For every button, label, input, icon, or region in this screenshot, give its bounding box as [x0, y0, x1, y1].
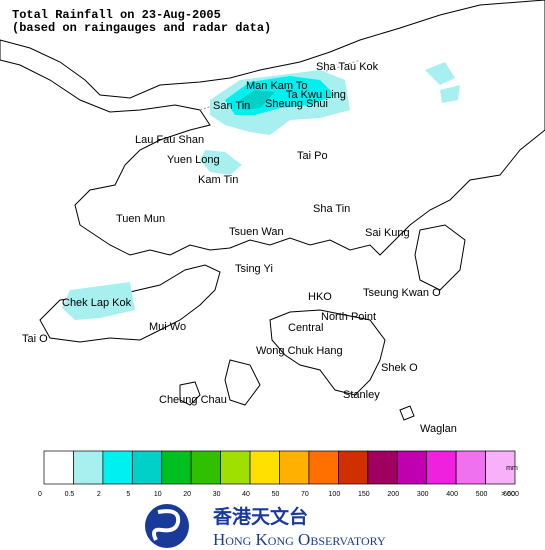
- place-label: Man Kam To: [246, 80, 308, 92]
- place-label: Sha Tin: [313, 203, 350, 215]
- rain-area: [240, 90, 275, 110]
- place-label: Waglan: [420, 423, 457, 435]
- place-label: Sha Tau Kok: [316, 61, 379, 73]
- rain-area: [200, 150, 242, 175]
- cheung-chau: [179, 381, 201, 406]
- legend-label: 150: [358, 491, 370, 498]
- legend-swatch: [43, 450, 74, 485]
- legend-label: 40: [242, 491, 250, 498]
- legend-swatch: [102, 450, 133, 485]
- legend-swatch: [426, 450, 457, 485]
- legend-swatch: [73, 450, 104, 485]
- legend-label: 600: [503, 491, 515, 498]
- legend-swatch: [338, 450, 369, 485]
- place-label: Stanley: [343, 389, 380, 401]
- legend-label: 0: [38, 491, 42, 498]
- legend-swatch: [131, 450, 163, 485]
- place-label: Ta Kwu Ling: [286, 89, 346, 101]
- map-subtitle: (based on raingauges and radar data): [12, 21, 271, 35]
- legend-label: 0.5: [65, 491, 75, 498]
- legend-label: 30: [213, 491, 221, 498]
- legend-label: 20: [183, 491, 191, 498]
- legend-swatch: [396, 450, 428, 485]
- place-label: Tsuen Wan: [229, 226, 284, 238]
- legend-label: 5: [126, 491, 130, 498]
- legend-label: 50: [272, 491, 280, 498]
- legend-swatch: [249, 450, 280, 485]
- rain-area: [425, 62, 460, 103]
- legend-label: 70: [301, 491, 309, 498]
- lamma-island: [224, 359, 261, 406]
- org-name-chinese: 香港天文台: [212, 505, 308, 528]
- legend-label: 10: [154, 491, 162, 498]
- legend-unit: mm: [506, 465, 518, 472]
- place-label: Sheung Shui: [265, 98, 328, 110]
- rain-area: [62, 282, 135, 320]
- legend-swatch: [279, 450, 310, 485]
- hk-island: [269, 309, 386, 396]
- place-label: San Tin: [213, 100, 250, 112]
- legend-label: 2: [97, 491, 101, 498]
- place-label: North Point: [321, 311, 376, 323]
- legend-swatch: [220, 450, 251, 485]
- place-label: Tuen Mun: [116, 213, 165, 225]
- sai-kung-islands: [414, 224, 466, 291]
- place-label: Tai O: [22, 333, 48, 345]
- place-label: Kam Tin: [198, 174, 238, 186]
- waglan: [399, 405, 415, 421]
- legend-swatch: [485, 450, 516, 485]
- place-label: Mui Wo: [149, 321, 186, 333]
- place-label: Lau Fau Shan: [135, 134, 204, 146]
- place-label: HKO: [308, 291, 332, 303]
- org-name-english: Hong Kong Observatory: [213, 530, 386, 549]
- legend-label: 200: [387, 491, 399, 498]
- map-title: Total Rainfall on 23-Aug-2005: [12, 8, 221, 22]
- place-label: Chek Lap Kok: [62, 297, 132, 309]
- place-label: Central: [288, 322, 323, 334]
- place-label: Cheung Chau: [159, 394, 227, 406]
- place-label: Tseung Kwan O: [363, 287, 441, 299]
- legend-swatch: [367, 450, 398, 485]
- logo-swirl: [152, 509, 181, 541]
- legend-swatch: [308, 450, 339, 485]
- legend-label: > 600: [501, 491, 519, 498]
- legend-label: 100: [329, 491, 341, 498]
- legend-label: 400: [446, 491, 458, 498]
- place-label: Tsing Yi: [235, 263, 273, 275]
- place-label: Shek O: [381, 362, 418, 374]
- legend-label: 500: [476, 491, 488, 498]
- place-label: Tai Po: [297, 150, 328, 162]
- legend-swatch: [455, 450, 486, 485]
- legend: 0 0.5 2 5 10 20 30 40 50 70 100 150 200 300 400 500 600>…: [38, 450, 519, 498]
- place-label: Sai Kung: [365, 227, 410, 239]
- place-label: Yuen Long: [167, 154, 220, 166]
- legend-swatch: [161, 450, 192, 485]
- place-label: Wong Chuk Hang: [256, 345, 343, 357]
- legend-label: 300: [417, 491, 429, 498]
- legend-swatch: [190, 450, 221, 485]
